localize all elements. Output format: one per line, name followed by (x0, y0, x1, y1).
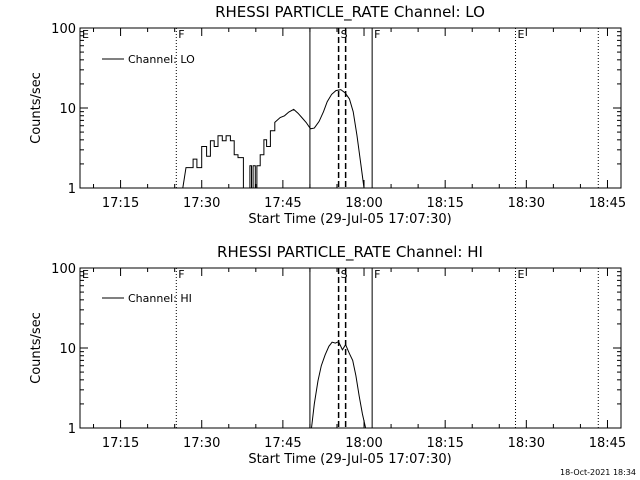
y-tick-label: 10 (59, 102, 76, 117)
timestamp: 18-Oct-2021 18:34 (560, 468, 636, 477)
marker-label: E (518, 28, 525, 41)
panel-hi: RHESSI PARTICLE_RATE Channel: HI E F S F E 1… (29, 243, 626, 467)
marker-label: S (341, 28, 348, 41)
y-tick-label: 100 (51, 262, 76, 277)
marker-label: F (374, 268, 380, 281)
x-tick-label: 18:30 (508, 196, 545, 211)
legend-label: Channel: HI (128, 292, 192, 305)
x-tick-label: 18:15 (426, 436, 463, 451)
panel-lo: RHESSI PARTICLE_RATE Channel: LO E F S F E 1… (29, 3, 626, 227)
x-ticks: 17:15 17:30 17:45 18:00 18:15 18:30 18:45 (93, 268, 626, 451)
marker-label: E (82, 268, 89, 281)
marker-label: S (341, 268, 348, 281)
marker-label: F (178, 268, 184, 281)
series-line (311, 341, 367, 429)
marker-label: F (374, 28, 380, 41)
x-tick-label: 17:15 (102, 196, 139, 211)
legend: Channel: LO (102, 53, 195, 66)
y-tick-label: 100 (51, 22, 76, 37)
marker-lines (175, 268, 599, 428)
x-tick-label: 18:00 (345, 196, 382, 211)
x-axis-label: Start Time (29-Jul-05 17:07:30) (248, 212, 451, 227)
marker-lines (175, 28, 599, 188)
x-tick-label: 18:30 (508, 436, 545, 451)
x-tick-label: 17:30 (183, 436, 220, 451)
marker-label: E (82, 28, 89, 41)
x-tick-label: 17:30 (183, 196, 220, 211)
legend-label: Channel: LO (128, 53, 195, 66)
x-tick-label: 17:45 (264, 436, 301, 451)
y-ticks: 1 10 100 (51, 22, 621, 197)
y-tick-label: 1 (68, 182, 76, 197)
x-tick-label: 18:45 (589, 196, 626, 211)
legend: Channel: HI (102, 292, 192, 305)
x-tick-label: 18:45 (589, 436, 626, 451)
x-ticks: 17:15 17:30 17:45 18:00 18:15 18:30 18:45 (93, 28, 626, 211)
chart-title: RHESSI PARTICLE_RATE Channel: HI (217, 243, 483, 262)
x-tick-label: 17:15 (102, 436, 139, 451)
y-ticks: 1 10 100 (51, 262, 621, 437)
y-axis-label: Counts/sec (29, 312, 44, 384)
marker-label: E (518, 268, 525, 281)
series-line (182, 89, 365, 189)
x-tick-label: 17:45 (264, 196, 301, 211)
y-axis-label: Counts/sec (29, 72, 44, 144)
x-tick-label: 18:00 (345, 436, 382, 451)
x-axis-label: Start Time (29-Jul-05 17:07:30) (248, 452, 451, 467)
plot-frame (79, 27, 622, 189)
y-tick-label: 1 (68, 422, 76, 437)
y-tick-label: 10 (59, 342, 76, 357)
chart-title: RHESSI PARTICLE_RATE Channel: LO (215, 3, 485, 22)
marker-label: F (178, 28, 184, 41)
x-tick-label: 18:15 (426, 196, 463, 211)
